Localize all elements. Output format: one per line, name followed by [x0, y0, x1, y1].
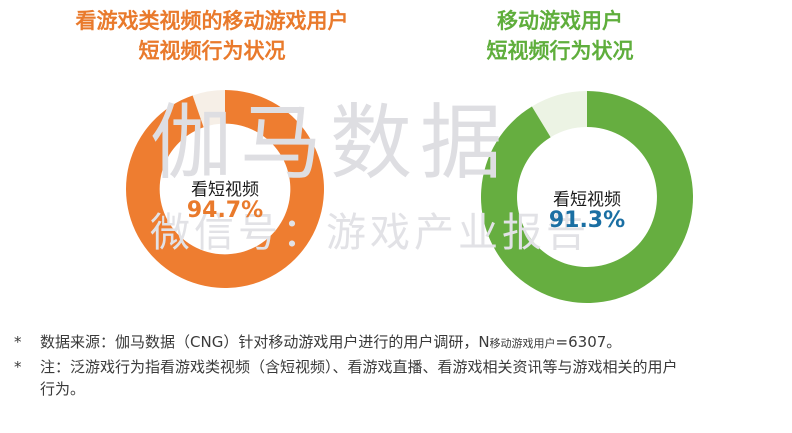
chart-title-right: 移动游戏用户 短视频行为状况 [440, 6, 680, 66]
source-note-suffix: =6307。 [555, 333, 622, 351]
chart-title-left: 看游戏类视频的移动游戏用户 短视频行为状况 [22, 6, 402, 66]
source-note-text: 数据来源：伽马数据（CNG）针对移动游戏用户进行的用户调研，N [40, 333, 490, 351]
chart-title-left-line-1: 看游戏类视频的移动游戏用户 [75, 9, 349, 33]
donut-left-center-label: 看短视频 [191, 180, 259, 200]
donut-left-slice-other [192, 90, 225, 128]
definition-note-text: 注：泛游戏行为指看游戏类视频（含短视频）、看游戏直播、看游戏相关资讯等与游戏相关… [40, 358, 678, 376]
donut-left-slice-short-video [126, 90, 325, 288]
donut-left-center-value: 94.7% [186, 198, 264, 223]
definition-note: * 注：泛游戏行为指看游戏类视频（含短视频）、看游戏直播、看游戏相关资讯等与游戏相… [14, 356, 774, 400]
donut-chart-right [481, 91, 693, 303]
source-note: * 数据来源：伽马数据（CNG）针对移动游戏用户进行的用户调研，N移动游戏用户=6… [14, 331, 774, 355]
donut-right-center-value: 91.3% [548, 208, 626, 233]
donut-chart-left [126, 90, 325, 288]
source-note-subscript: 移动游戏用户 [489, 337, 556, 350]
note-bullet: * [14, 358, 22, 376]
chart-title-right-line-2: 短视频行为状况 [486, 39, 634, 63]
chart-title-left-line-2: 短视频行为状况 [138, 39, 286, 63]
donut-right-center-label: 看短视频 [553, 190, 621, 210]
definition-note-continuation: 行为。 [40, 380, 86, 398]
donut-right-slice-other [531, 91, 587, 138]
donut-right-slice-short-video [481, 91, 693, 303]
chart-title-right-line-1: 移动游戏用户 [497, 9, 623, 33]
note-bullet: * [14, 333, 22, 351]
